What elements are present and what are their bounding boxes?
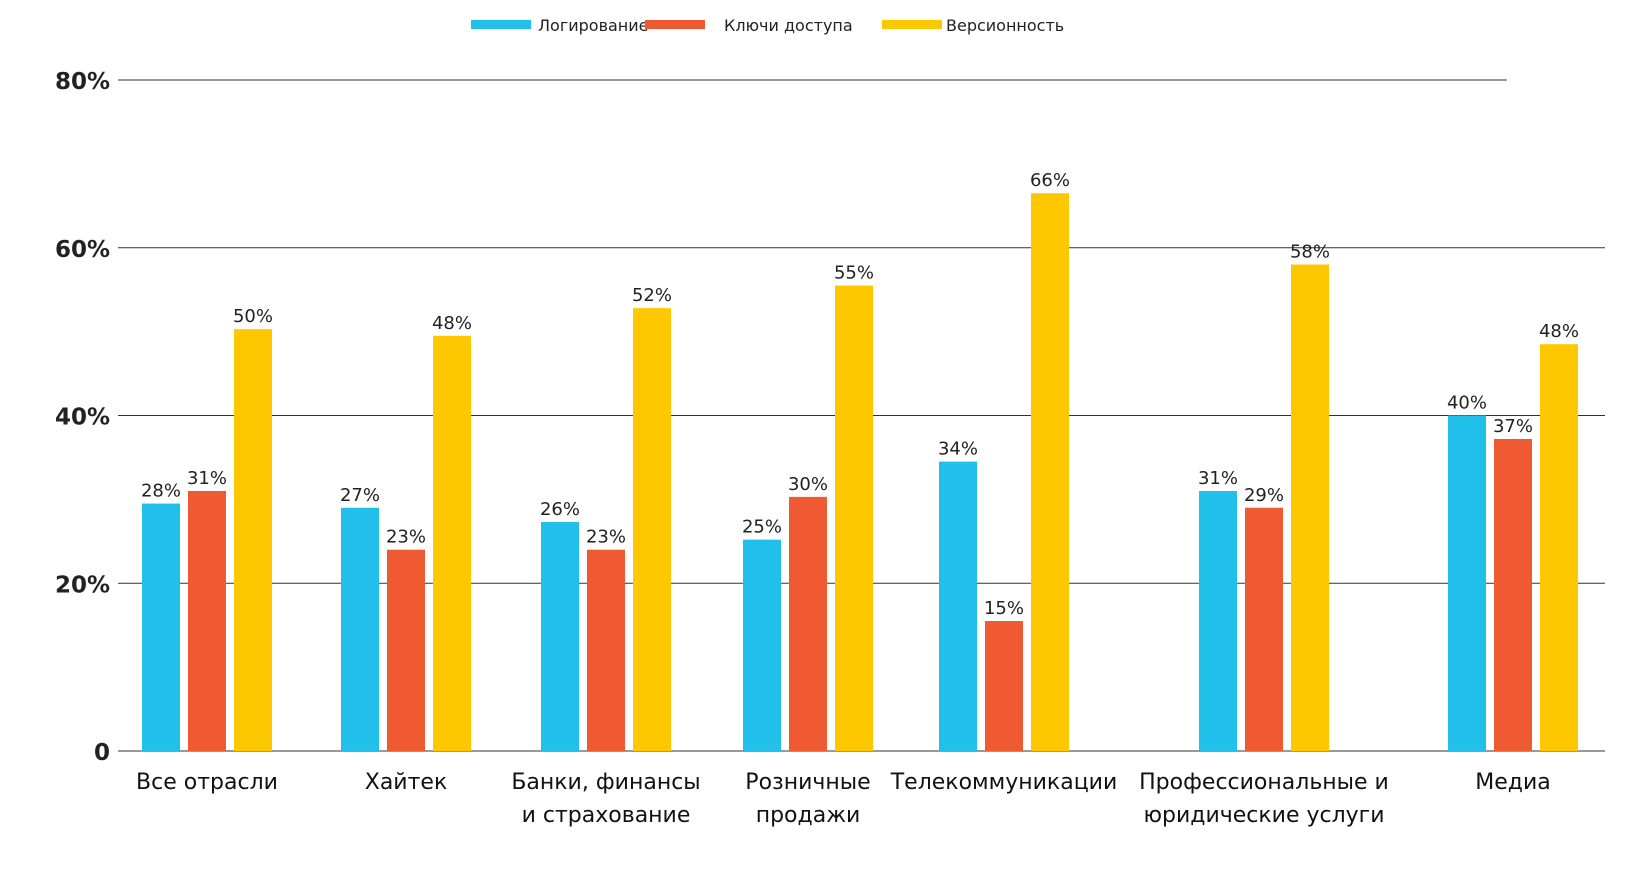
category-label: Хайтек [365, 770, 448, 795]
bar-0-3 [743, 539, 781, 751]
legend: Логирование Ключи доступа Версионность [471, 16, 1064, 35]
value-label: 31% [1198, 468, 1238, 489]
value-label: 26% [540, 499, 580, 520]
y-tick-label: 0 [94, 740, 110, 766]
bar-1-4 [985, 620, 1023, 751]
category-label-line: Банки, финансы [511, 770, 700, 795]
legend-swatch [471, 20, 531, 29]
bar-1-3 [789, 496, 827, 751]
category-label-line: продажи [756, 803, 861, 828]
y-axis: 0 20% 40% 60% 80% [55, 69, 110, 766]
bar-2-3 [835, 285, 873, 751]
category-label: Все отрасли [136, 770, 278, 795]
category-label-line: Все отрасли [136, 770, 278, 795]
value-label: 28% [141, 481, 181, 502]
bar-1-1 [387, 549, 425, 751]
bars [142, 193, 1578, 751]
value-label: 40% [1447, 393, 1487, 414]
y-tick-label: 80% [55, 69, 110, 95]
value-label: 37% [1493, 416, 1533, 437]
category-label-line: Медиа [1475, 770, 1551, 795]
value-label: 23% [386, 527, 426, 548]
legend-swatch [645, 20, 705, 29]
value-label: 48% [1539, 321, 1579, 342]
value-label: 48% [432, 313, 472, 334]
bar-0-4 [939, 461, 977, 751]
value-label: 23% [586, 527, 626, 548]
bar-2-4 [1031, 193, 1069, 751]
y-tick-label: 40% [55, 405, 110, 431]
bar-1-0 [188, 490, 226, 751]
bar-2-5 [1291, 264, 1329, 751]
category-label-line: юридические услуги [1143, 803, 1384, 828]
x-axis: Все отрасли Хайтек Банки, финансы и страхов… [136, 770, 1551, 828]
category-label-line: Розничные [745, 770, 870, 795]
value-label: 66% [1030, 170, 1070, 191]
value-label: 30% [788, 474, 828, 495]
value-label: 31% [187, 468, 227, 489]
bar-0-1 [341, 507, 379, 751]
category-label: Банки, финансы и страхование [511, 770, 700, 828]
bar-1-5 [1245, 507, 1283, 751]
category-label-line: Телекоммуникации [890, 770, 1118, 795]
category-label: Медиа [1475, 770, 1551, 795]
value-label: 29% [1244, 485, 1284, 506]
legend-label: Версионность [946, 16, 1064, 35]
value-label: 34% [938, 439, 978, 460]
category-label-line: и страхование [522, 803, 691, 828]
bar-1-6 [1494, 438, 1532, 751]
category-label: Профессиональные и юридические услуги [1139, 770, 1389, 828]
value-label: 50% [233, 306, 273, 327]
value-label: 27% [340, 485, 380, 506]
y-tick-label: 60% [55, 237, 110, 263]
category-label: Розничные продажи [745, 770, 870, 828]
legend-label: Логирование [538, 16, 649, 35]
value-label: 52% [632, 285, 672, 306]
value-label: 55% [834, 262, 874, 283]
category-label-line: Профессиональные и [1139, 770, 1389, 795]
bar-2-1 [433, 335, 471, 751]
value-label: 15% [984, 598, 1024, 619]
bar-0-2 [541, 522, 579, 751]
bar-2-0 [234, 329, 272, 751]
bar-1-2 [587, 549, 625, 751]
bar-2-6 [1540, 344, 1578, 751]
value-label: 25% [742, 517, 782, 538]
legend-swatch [882, 20, 942, 29]
bar-0-5 [1199, 490, 1237, 751]
value-labels: 28% 27% 26% 25% 34% 31% 40% 31% 23% 23% 30% 15% 29% 3… [141, 170, 1579, 619]
category-label-line: Хайтек [365, 770, 448, 795]
category-label: Телекоммуникации [890, 770, 1118, 795]
bar-0-6 [1448, 415, 1486, 751]
legend-label: Ключи доступа [724, 16, 853, 35]
bar-2-2 [633, 308, 671, 751]
value-label: 58% [1290, 242, 1330, 263]
y-tick-label: 20% [55, 572, 110, 598]
bar-0-0 [142, 503, 180, 751]
